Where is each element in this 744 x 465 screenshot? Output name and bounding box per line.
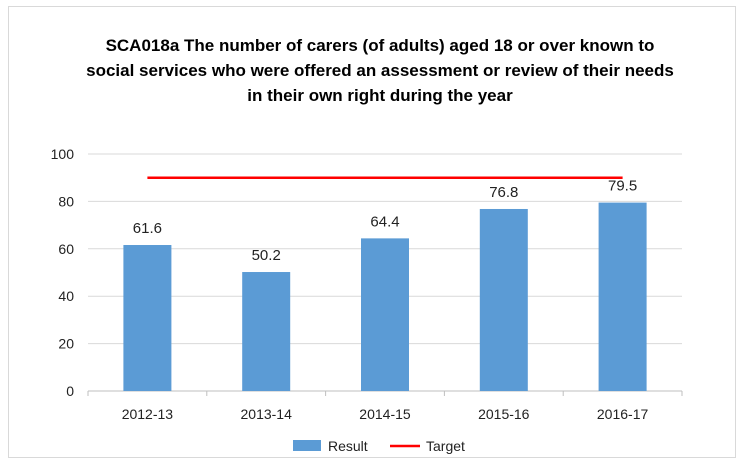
bar-2014-15 bbox=[361, 238, 409, 391]
x-axis: 2012-13 2013-14 2014-15 2015-16 2016-17 bbox=[87, 391, 683, 422]
legend-label-result: Result bbox=[328, 438, 368, 454]
bar-2013-14 bbox=[242, 272, 291, 391]
y-tick-label: 20 bbox=[58, 336, 74, 352]
y-axis: 0 20 40 60 80 100 bbox=[51, 146, 75, 399]
x-tick-label: 2015-16 bbox=[478, 406, 530, 422]
y-tick-label: 60 bbox=[58, 241, 74, 257]
data-label: 64.4 bbox=[370, 213, 399, 230]
x-tick-label: 2012-13 bbox=[122, 406, 174, 422]
bar-2012-13 bbox=[123, 245, 172, 391]
bars bbox=[123, 202, 647, 391]
bar-2016-17 bbox=[598, 202, 647, 391]
y-tick-label: 40 bbox=[58, 288, 74, 304]
x-tick-label: 2013-14 bbox=[241, 406, 293, 422]
x-tick-label: 2014-15 bbox=[359, 406, 411, 422]
y-tick-label: 80 bbox=[58, 193, 74, 209]
data-label: 61.6 bbox=[133, 220, 162, 237]
data-label: 50.2 bbox=[252, 247, 281, 264]
x-tick-label: 2016-17 bbox=[597, 406, 649, 422]
legend-label-target: Target bbox=[426, 438, 465, 454]
y-tick-label: 0 bbox=[66, 383, 74, 399]
data-label: 76.8 bbox=[489, 184, 518, 201]
y-tick-label: 100 bbox=[51, 146, 75, 162]
data-labels: 61.6 50.2 64.4 76.8 79.5 bbox=[133, 178, 637, 264]
legend-swatch-result bbox=[293, 440, 321, 451]
chart-title: SCA018a The number of carers (of adults)… bbox=[86, 36, 674, 105]
bar-2015-16 bbox=[479, 208, 528, 391]
legend: Result Target bbox=[293, 438, 465, 454]
data-label: 79.5 bbox=[608, 178, 637, 195]
